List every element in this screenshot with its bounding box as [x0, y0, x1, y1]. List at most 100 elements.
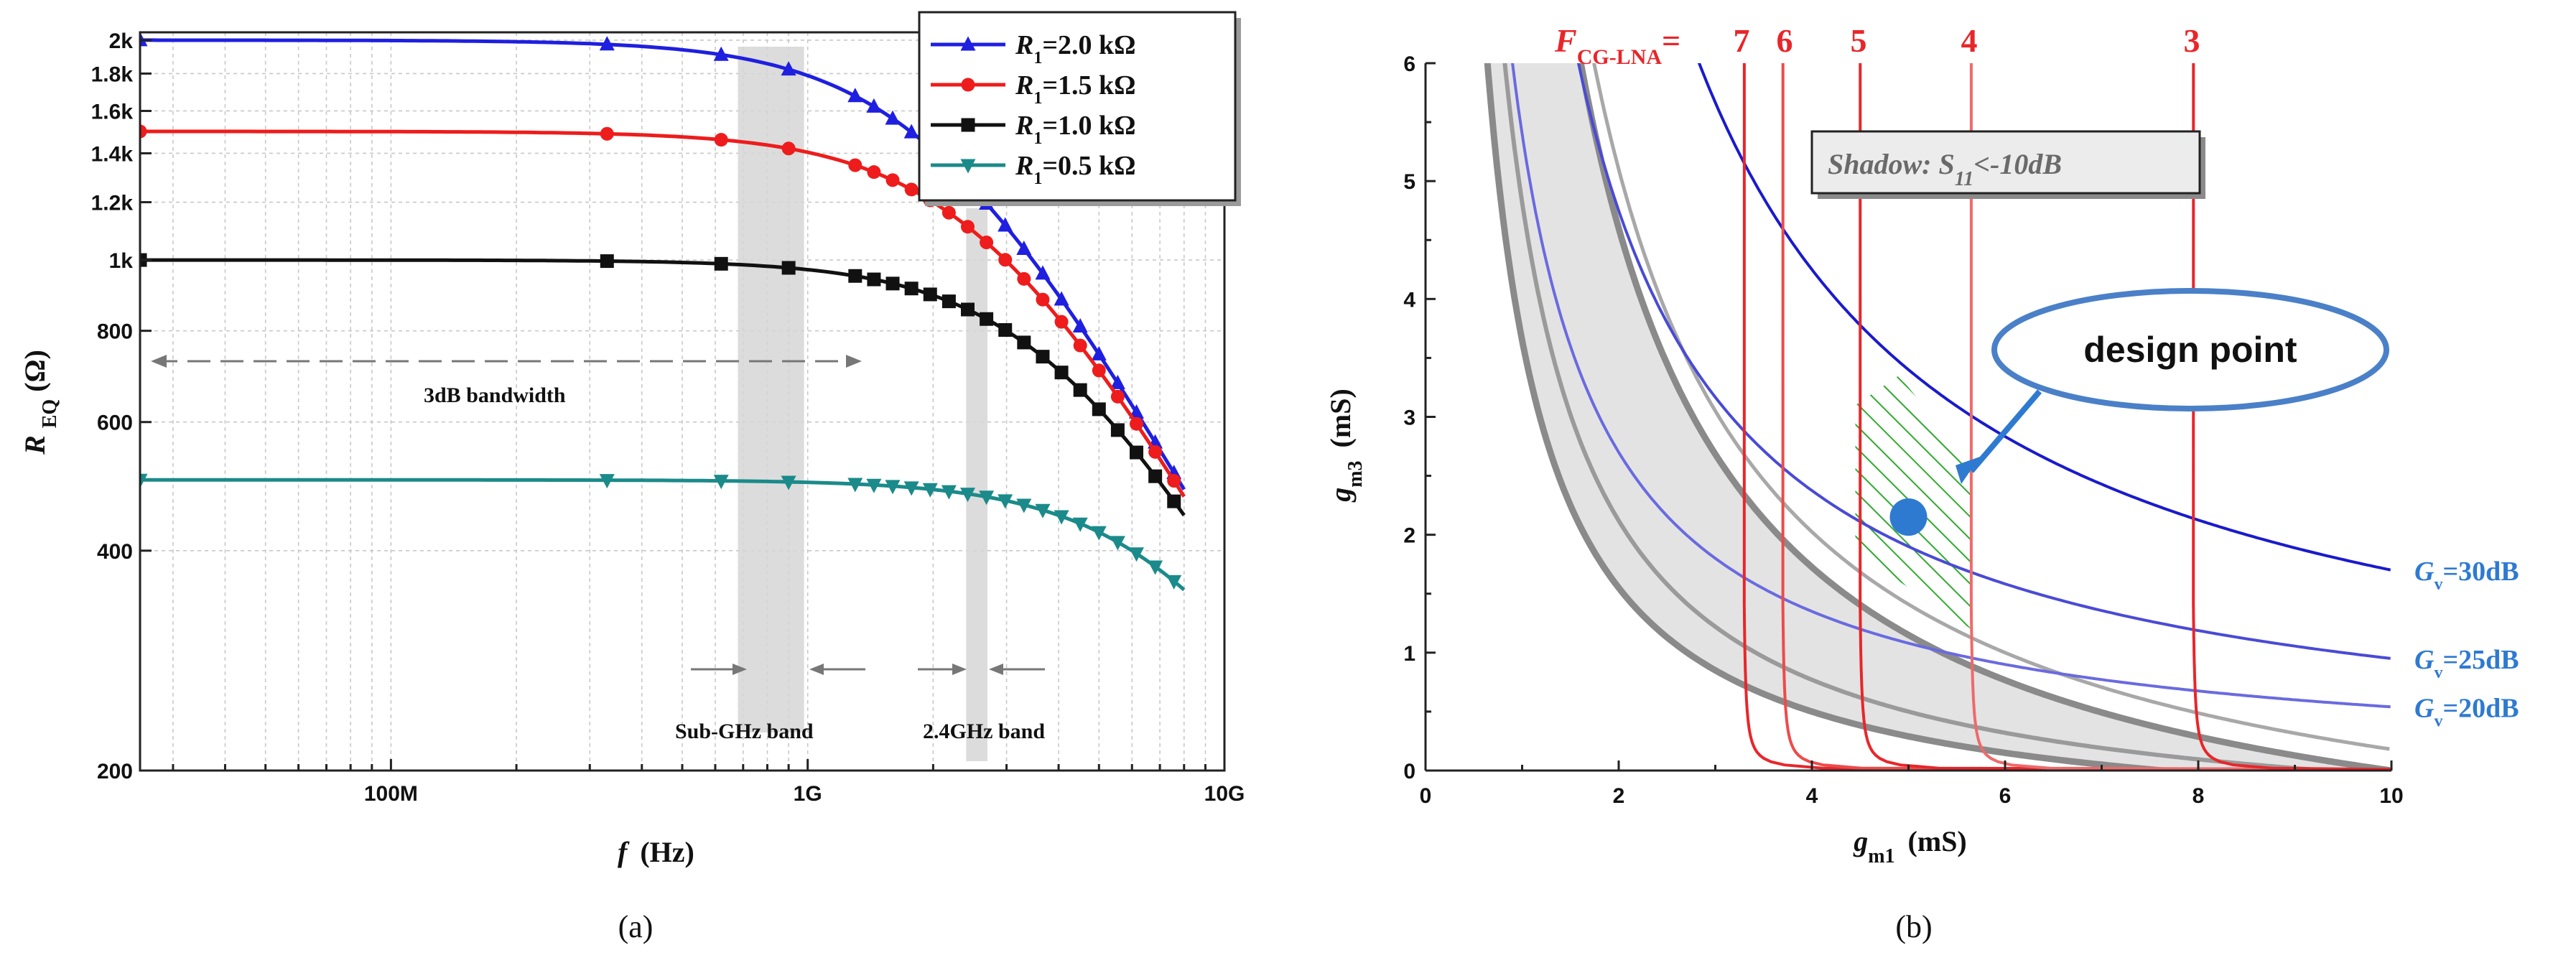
data-point: [941, 485, 957, 500]
s11-region-fill: [1487, 63, 2391, 771]
data-point: [960, 488, 975, 503]
y-tick-label: 600: [97, 411, 133, 435]
legend-label: R1=1.5 kΩ: [1015, 70, 1136, 108]
data-point: [713, 475, 729, 490]
data-point: [781, 475, 796, 490]
data-point: [140, 124, 147, 139]
data-point: [1054, 366, 1069, 380]
data-point: [781, 261, 796, 275]
data-point: [1130, 417, 1144, 431]
noise-figure-contour-line: [1742, 63, 2391, 771]
data-point: [998, 494, 1013, 509]
b-y-tick-label: 0: [1403, 760, 1415, 783]
b-y-tick-label: 2: [1403, 524, 1415, 548]
data-point: [1091, 526, 1107, 541]
data-point: [781, 141, 796, 156]
highlight-band: [738, 47, 804, 732]
data-point: [960, 302, 975, 317]
data-point: [1016, 241, 1032, 255]
y-tick-label: 1.4k: [91, 142, 134, 166]
data-point: [904, 182, 919, 197]
data-point: [904, 282, 919, 296]
x-axis-var: f: [618, 836, 630, 868]
b-y-tick-label: 3: [1403, 406, 1415, 430]
b-x-tick-label: 4: [1806, 784, 1818, 808]
design-point-arrowhead: [1956, 457, 1980, 484]
series-line: [140, 258, 1186, 516]
y-axis-sub: EQ: [39, 399, 61, 428]
data-point: [847, 88, 863, 103]
data-point: [1036, 292, 1050, 307]
data-point: [979, 490, 995, 506]
noise-figure-contours: [1742, 63, 2391, 771]
y-axis-var: R: [19, 435, 51, 455]
gain-contour-line: [1576, 63, 2391, 660]
sub-ghz-arrows: [691, 664, 865, 675]
x-tick-label: 100M: [364, 782, 418, 806]
data-point: [1129, 547, 1144, 562]
y-tick-label: 200: [97, 760, 133, 783]
x-tick-label: 1G: [794, 782, 822, 806]
panel-b-y-axis-label: gm3 (mS): [1324, 389, 1367, 503]
gain-contours: [1511, 63, 2391, 709]
gain-label: Gv=20dB: [2414, 693, 2519, 730]
panel-b-caption: (b): [1895, 909, 1932, 944]
x-axis-unit: (Hz): [640, 836, 694, 868]
data-point: [960, 220, 975, 234]
shadow-legend-text: Shadow: S11<-10dB: [1828, 148, 2062, 190]
data-point: [1129, 404, 1144, 419]
data-point: [1167, 474, 1181, 488]
data-point: [941, 294, 956, 309]
b-x-axis-sub: m1: [1868, 845, 1894, 867]
data-point: [998, 217, 1013, 232]
design-point-bubble: [1991, 288, 2389, 411]
b-x-tick-label: 2: [1613, 784, 1625, 808]
design-point-label: design point: [2083, 330, 2297, 370]
data-point: [980, 236, 994, 250]
data-point: [1110, 374, 1125, 389]
y-tick-label: 400: [97, 540, 133, 564]
b-y-tick-label: 1: [1403, 642, 1415, 666]
b-x-tick-label: 8: [2193, 784, 2205, 808]
noise-figure-contour-line: [1781, 63, 2391, 771]
y-tick-label: 800: [97, 320, 133, 344]
series-line: [140, 478, 1186, 592]
data-point: [713, 46, 729, 61]
data-point: [1017, 335, 1031, 350]
shadow-legend-box: [1810, 130, 2201, 195]
data-point: [1054, 510, 1069, 525]
gain-labels: Gv=30dB Gv=25dB Gv=20dB: [2414, 557, 2519, 730]
data-point: [848, 158, 862, 172]
data-point: [1073, 383, 1087, 397]
series-circle: [140, 124, 1186, 498]
noise-figure-label: 6: [1777, 22, 1793, 59]
design-point-marker-group: [1889, 389, 2042, 536]
gain-contour-line: [1511, 63, 2391, 709]
data-point: [1035, 265, 1051, 280]
data-point: [1166, 574, 1182, 590]
data-point: [781, 61, 796, 76]
data-point: [1054, 315, 1069, 329]
series-triangle-down: [140, 473, 1186, 592]
data-point: [1148, 469, 1163, 483]
gain-label: Gv=25dB: [2414, 645, 2519, 682]
data-point: [998, 322, 1013, 337]
noise-figure-title: FCG-LNA=: [1554, 22, 1680, 69]
highlight-band: [966, 208, 988, 761]
y-axis-unit: (Ω): [19, 350, 51, 392]
panel-a-y-axis-label: R EQ (Ω): [19, 350, 61, 455]
y-tick-label: 1.6k: [91, 100, 134, 124]
panel-b-ticks: 0 2 4 6 8 10 0 1 2 3 4 5 6: [1403, 52, 2403, 808]
gain-contour-line: [1697, 63, 2391, 572]
ghz24-label: 2.4GHz band: [923, 720, 1045, 743]
data-point: [1017, 271, 1031, 286]
data-point: [923, 287, 937, 302]
s11-shaded-region: [1487, 63, 2391, 771]
shadow-legend: Shadow: S11<-10dB: [1810, 130, 2205, 199]
noise-figure-label: 4: [1961, 22, 1978, 59]
data-point: [961, 118, 975, 132]
b-y-tick-label: 5: [1403, 170, 1415, 194]
data-point: [1110, 389, 1125, 404]
legend-label: R1=0.5 kΩ: [1015, 151, 1136, 188]
